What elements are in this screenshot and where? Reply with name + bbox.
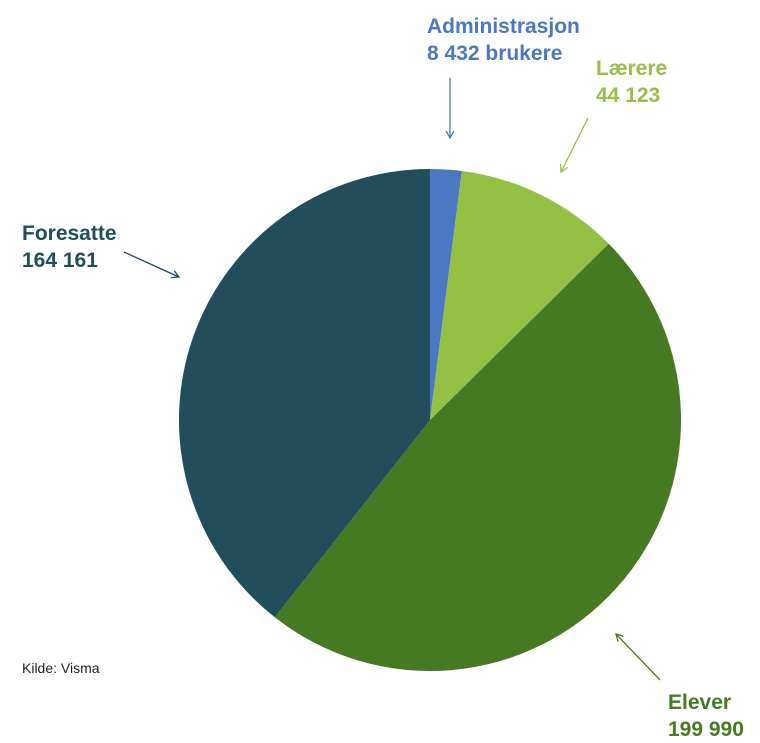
- slice-value-elever: 199 990: [668, 718, 744, 741]
- slice-label-administrasjon: Administrasjon 8 432 brukere: [427, 13, 580, 67]
- slice-value-administrasjon: 8 432 brukere: [427, 42, 563, 65]
- arrow-administrasjon: [445, 78, 455, 140]
- source-note: Kilde: Visma: [22, 660, 100, 676]
- slice-label-laerere: Lærere 44 123: [596, 55, 667, 109]
- slice-value-foresatte: 164 161: [22, 249, 98, 272]
- slice-label-foresatte: Foresatte 164 161: [22, 220, 117, 274]
- slice-name-administrasjon: Administrasjon: [427, 15, 580, 38]
- pie-slice-laerere: [430, 171, 609, 420]
- arrow-foresatte: [123, 251, 181, 279]
- arrow-elever: [615, 633, 661, 681]
- slice-label-elever: Elever 199 990: [668, 689, 744, 743]
- label-arrows: [123, 78, 661, 681]
- pie-slice-elever: [274, 243, 682, 672]
- pie-slices: [178, 169, 682, 672]
- pie-slice-foresatte: [178, 169, 430, 618]
- slice-name-foresatte: Foresatte: [22, 222, 117, 245]
- slice-name-elever: Elever: [668, 691, 732, 714]
- pie-slice-administrasjon: [430, 169, 462, 420]
- arrow-laerere: [560, 117, 589, 174]
- slice-value-laerere: 44 123: [596, 84, 661, 107]
- slice-name-laerere: Lærere: [596, 57, 668, 80]
